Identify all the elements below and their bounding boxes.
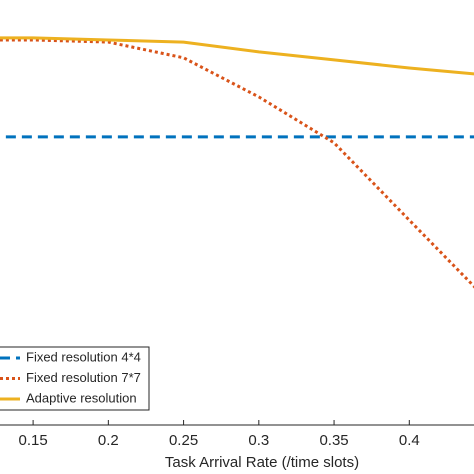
x-tick-label: 0.3 [248,432,269,449]
legend-box [0,346,150,411]
plot-area [0,36,474,289]
x-tick-label: 0.4 [399,432,420,449]
legend-label: Fixed resolution 7*7 [26,370,141,385]
series-line [0,36,474,76]
x-tick-label: 0.25 [169,432,198,449]
x-tick-label: 0.15 [19,432,48,449]
x-axis-label: Task Arrival Rate (/time slots) [165,454,359,471]
legend-label: Adaptive resolution [26,390,137,405]
x-tick-label: 0.2 [98,432,119,449]
legend-label: Fixed resolution 4*4 [26,349,141,364]
x-tick-label: 0.35 [319,432,348,449]
